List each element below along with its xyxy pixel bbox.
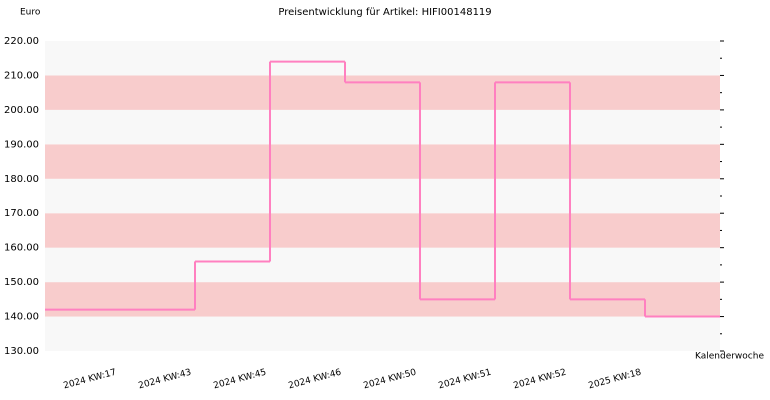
y-tick-label: 170.00 — [4, 208, 39, 219]
x-axis-label: Kalenderwoche — [695, 352, 764, 362]
grid-band — [45, 41, 720, 76]
x-tick-label: 2024 KW:17 — [62, 368, 117, 392]
y-tick-label: 220.00 — [4, 36, 39, 47]
y-tick-label: 160.00 — [4, 243, 39, 254]
grid-band — [45, 213, 720, 248]
chart-title: Preisentwicklung für Artikel: HIFI001481… — [278, 7, 491, 18]
y-tick-label: 190.00 — [4, 139, 39, 150]
y-tick-label: 130.00 — [4, 346, 39, 357]
y-tick-label: 180.00 — [4, 174, 39, 185]
grid-band — [45, 316, 720, 351]
x-tick-label: 2025 KW:18 — [587, 368, 642, 392]
x-tick-label: 2024 KW:43 — [137, 368, 192, 392]
y-axis-label: Euro — [20, 8, 41, 18]
grid-band — [45, 247, 720, 283]
grid-band — [45, 178, 720, 214]
y-tick-label: 210.00 — [4, 70, 39, 81]
y-tick-label: 200.00 — [4, 105, 39, 116]
x-tick-label: 2024 KW:46 — [287, 368, 342, 392]
x-tick-label: 2024 KW:45 — [212, 368, 267, 392]
x-tick-label: 2024 KW:52 — [512, 368, 567, 392]
grid-band — [45, 75, 720, 110]
x-tick-label: 2024 KW:50 — [362, 368, 417, 392]
y-tick-label: 140.00 — [4, 312, 39, 323]
grid-band — [45, 109, 720, 145]
x-tick-label: 2024 KW:51 — [437, 368, 492, 392]
y-tick-label: 150.00 — [4, 277, 39, 288]
grid-band — [45, 144, 720, 179]
